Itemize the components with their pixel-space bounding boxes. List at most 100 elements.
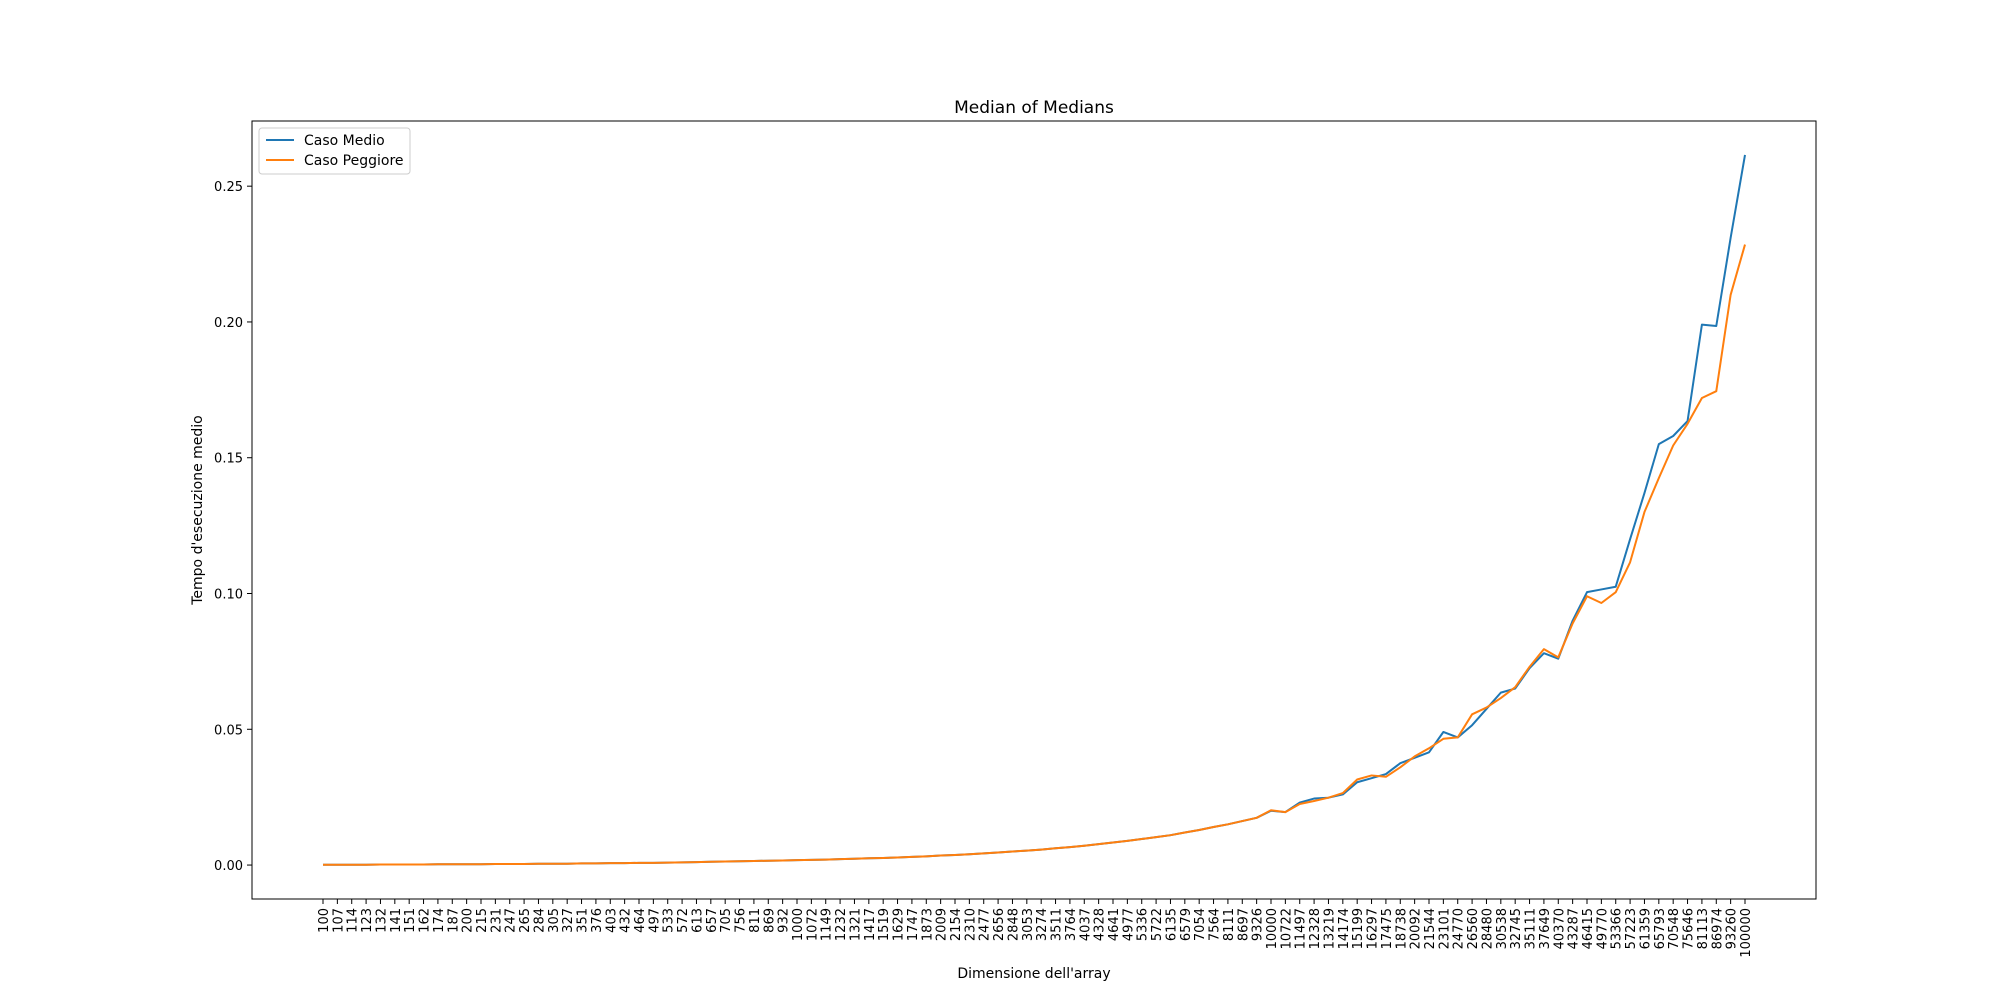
x-tick-label: 174 — [432, 908, 447, 933]
x-tick-label: 1072 — [805, 908, 820, 941]
x-tick-label: 3511 — [1050, 908, 1065, 941]
y-tick-label: 0.25 — [214, 180, 243, 195]
x-tick-label: 2848 — [1006, 908, 1021, 941]
x-tick-label: 107 — [331, 908, 346, 933]
x-tick-label: 5722 — [1150, 908, 1165, 941]
x-tick-label: 2656 — [992, 908, 1007, 941]
legend-box — [258, 127, 411, 175]
x-tick-label: 4328 — [1093, 908, 1108, 941]
x-tick-label: 32745 — [1509, 908, 1524, 949]
x-tick-label: 1321 — [848, 908, 863, 941]
x-axis-title: Dimensione dell'array — [957, 966, 1110, 982]
x-tick-label: 43287 — [1567, 908, 1582, 949]
x-tick-label: 4641 — [1107, 908, 1122, 941]
x-tick-label: 30538 — [1495, 908, 1510, 949]
x-tick-label: 23101 — [1437, 908, 1452, 949]
x-tick-label: 100000 — [1739, 908, 1754, 958]
x-tick-label: 6579 — [1179, 908, 1194, 941]
x-tick-label: 187 — [446, 908, 461, 933]
x-tick-label: 93260 — [1725, 908, 1740, 949]
x-tick-label: 49770 — [1595, 908, 1610, 949]
x-tick-label: 432 — [619, 908, 634, 933]
x-tick-label: 497 — [647, 908, 662, 933]
x-tick-label: 4037 — [1078, 908, 1093, 941]
series-layer — [323, 154, 1746, 866]
x-tick-label: 40370 — [1552, 908, 1567, 949]
x-tick-label: 70548 — [1667, 908, 1682, 949]
legend-label-caso-medio: Caso Medio — [304, 133, 385, 149]
x-axis-ticks: 100 107 114 123 132 141 151 162 174 187 200 215 231 2… — [317, 899, 1754, 958]
x-tick-label: 5336 — [1136, 908, 1151, 941]
x-tick-label: 14174 — [1337, 908, 1352, 949]
x-tick-label: 305 — [547, 908, 562, 933]
x-tick-label: 28480 — [1480, 908, 1495, 949]
x-tick-label: 162 — [418, 908, 433, 933]
y-tick-label: 0.10 — [214, 588, 243, 603]
x-tick-label: 1417 — [863, 908, 878, 941]
legend-label-caso-peggiore: Caso Peggiore — [304, 153, 404, 169]
x-tick-label: 65793 — [1653, 908, 1668, 949]
chart-title: Median of Medians — [954, 98, 1114, 118]
x-tick-label: 20092 — [1409, 908, 1424, 949]
x-tick-label: 12328 — [1308, 908, 1323, 949]
x-tick-label: 2310 — [963, 908, 978, 941]
x-tick-label: 18738 — [1394, 908, 1409, 949]
x-tick-label: 403 — [604, 908, 619, 933]
x-tick-label: 3764 — [1064, 908, 1079, 941]
x-tick-label: 7054 — [1193, 908, 1208, 941]
x-tick-label: 200 — [461, 908, 476, 933]
x-tick-label: 123 — [360, 908, 375, 933]
x-tick-label: 21544 — [1423, 908, 1438, 949]
x-tick-label: 705 — [719, 908, 734, 933]
x-tick-label: 2477 — [978, 908, 993, 941]
y-axis-ticks: 0.00 0.05 0.10 0.15 0.20 0.25 — [214, 180, 252, 874]
x-tick-label: 932 — [777, 908, 792, 933]
x-tick-label: 572 — [676, 908, 691, 933]
x-tick-label: 533 — [662, 908, 677, 933]
x-tick-label: 1149 — [820, 908, 835, 941]
x-tick-label: 35111 — [1524, 908, 1539, 949]
x-tick-label: 351 — [576, 908, 591, 933]
x-tick-label: 141 — [389, 908, 404, 933]
x-tick-label: 869 — [762, 908, 777, 933]
x-tick-label: 4977 — [1121, 908, 1136, 941]
x-tick-label: 2154 — [949, 908, 964, 941]
x-tick-label: 75646 — [1682, 908, 1697, 949]
x-tick-label: 7564 — [1208, 908, 1223, 941]
x-tick-label: 15199 — [1351, 908, 1366, 949]
series-line-caso-peggiore — [323, 244, 1746, 866]
x-tick-label: 265 — [518, 908, 533, 933]
x-tick-label: 613 — [690, 908, 705, 933]
x-tick-label: 247 — [504, 908, 519, 933]
x-tick-label: 81113 — [1696, 908, 1711, 949]
x-tick-label: 24770 — [1452, 908, 1467, 949]
x-tick-label: 1000 — [791, 908, 806, 941]
legend: Caso Medio Caso Peggiore — [258, 127, 411, 175]
x-tick-label: 114 — [346, 908, 361, 933]
x-tick-label: 86974 — [1710, 908, 1725, 949]
x-tick-label: 376 — [590, 908, 605, 933]
y-tick-label: 0.05 — [214, 723, 243, 738]
x-tick-label: 6135 — [1164, 908, 1179, 941]
x-tick-label: 3053 — [1021, 908, 1036, 941]
x-tick-label: 53366 — [1610, 908, 1625, 949]
x-tick-label: 1629 — [892, 908, 907, 941]
x-tick-label: 151 — [403, 908, 418, 933]
x-tick-label: 811 — [748, 908, 763, 933]
y-axis-title: Tempo d'esecuzione medio — [190, 415, 206, 606]
x-tick-label: 26560 — [1466, 908, 1481, 949]
y-tick-label: 0.15 — [214, 452, 243, 467]
x-tick-label: 16297 — [1366, 908, 1381, 949]
y-tick-label: 0.20 — [214, 316, 243, 331]
x-tick-label: 1747 — [906, 908, 921, 941]
x-tick-label: 10000 — [1265, 908, 1280, 949]
x-tick-label: 37649 — [1538, 908, 1553, 949]
x-tick-label: 46415 — [1581, 908, 1596, 949]
x-tick-label: 100 — [317, 908, 332, 933]
x-tick-label: 2009 — [935, 908, 950, 941]
x-tick-label: 231 — [489, 908, 504, 933]
x-tick-label: 8697 — [1236, 908, 1251, 941]
x-tick-label: 3274 — [1035, 908, 1050, 941]
x-tick-label: 1873 — [920, 908, 935, 941]
